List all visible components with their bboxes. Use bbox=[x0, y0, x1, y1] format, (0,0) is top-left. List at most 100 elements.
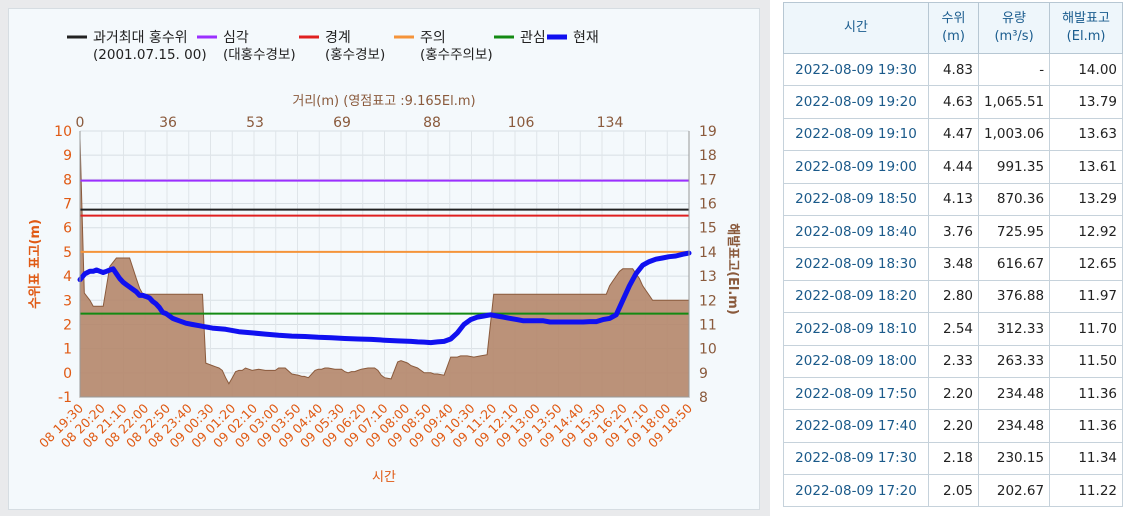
left-tick-label: 3 bbox=[63, 293, 72, 309]
chart-area: -1 0 1 2 3 4 5 6 7 8 9 10 8 9 10 11 12 13 14 15 16 17 18 19 0 36 5… bbox=[8, 8, 760, 510]
cell-time: 2022-08-09 17:30 bbox=[783, 441, 929, 476]
cell-water-level: 4.13 bbox=[928, 182, 979, 216]
header-label: 해발표고 bbox=[1062, 11, 1110, 26]
cell-elevation: 12.92 bbox=[1049, 214, 1123, 249]
cell-elevation: 11.50 bbox=[1049, 344, 1123, 378]
header-unit: (m) bbox=[942, 29, 965, 44]
top-tick-label: 36 bbox=[159, 115, 177, 131]
header-label: 유량 bbox=[1002, 11, 1027, 26]
cell-elevation: 12.65 bbox=[1049, 247, 1123, 281]
table-row: 2022-08-09 17:20 2.05 202.67 11.22 bbox=[783, 474, 1123, 508]
cell-water-level: 2.54 bbox=[928, 312, 979, 346]
cell-elevation: 11.34 bbox=[1049, 441, 1123, 476]
right-tick-label: 19 bbox=[699, 124, 717, 140]
cell-time: 2022-08-09 18:50 bbox=[783, 182, 929, 216]
right-tick-label: 14 bbox=[699, 245, 717, 261]
cell-flow: 234.48 bbox=[977, 376, 1051, 411]
cell-flow: 202.67 bbox=[977, 474, 1051, 508]
right-tick-label: 12 bbox=[699, 293, 717, 309]
cell-flow: 870.36 bbox=[977, 182, 1051, 216]
top-tick-label: 134 bbox=[597, 115, 624, 131]
legend-sublabel: (2001.07.15. 00) bbox=[93, 47, 207, 63]
cell-elevation: 13.63 bbox=[1049, 117, 1123, 152]
cell-water-level: 3.76 bbox=[928, 214, 979, 249]
table-row: 2022-08-09 17:50 2.20 234.48 11.36 bbox=[783, 376, 1123, 411]
legend-sublabel: (홍수주의보) bbox=[420, 47, 493, 63]
legend-label: 현재 bbox=[573, 30, 599, 46]
cell-flow: 725.95 bbox=[977, 214, 1051, 249]
cell-elevation: 13.61 bbox=[1049, 150, 1123, 184]
cell-time: 2022-08-09 18:40 bbox=[783, 214, 929, 249]
header-unit: (m³/s) bbox=[994, 29, 1034, 44]
cell-water-level: 4.63 bbox=[928, 85, 979, 119]
cell-flow: 230.15 bbox=[977, 441, 1051, 476]
table-row: 2022-08-09 17:30 2.18 230.15 11.34 bbox=[783, 441, 1123, 476]
cell-time: 2022-08-09 19:20 bbox=[783, 85, 929, 119]
legend-sublabel: (대홍수경보) bbox=[223, 47, 296, 63]
cell-elevation: 11.70 bbox=[1049, 312, 1123, 346]
cell-water-level: 4.44 bbox=[928, 150, 979, 184]
data-table-panel: 시간 수위 (m) 유량 (m³/s) 해발표고 (El.m) 2022-08-09 … bbox=[783, 0, 1143, 516]
header-unit: (El.m) bbox=[1066, 29, 1106, 44]
cell-elevation: 11.97 bbox=[1049, 279, 1123, 314]
cell-elevation: 13.29 bbox=[1049, 182, 1123, 216]
legend-label: 관심 bbox=[520, 30, 546, 46]
header-label: 수위 bbox=[941, 11, 966, 26]
header-time-label: 시간 bbox=[844, 20, 868, 35]
cell-time: 2022-08-09 17:40 bbox=[783, 409, 929, 443]
table-row: 2022-08-09 18:50 4.13 870.36 13.29 bbox=[783, 182, 1123, 216]
left-tick-label: 1 bbox=[63, 342, 72, 358]
table-row: 2022-08-09 18:00 2.33 263.33 11.50 bbox=[783, 344, 1123, 378]
cell-elevation: 11.36 bbox=[1049, 409, 1123, 443]
right-tick-label: 10 bbox=[699, 342, 717, 358]
cell-time: 2022-08-09 18:20 bbox=[783, 279, 929, 314]
cell-time: 2022-08-09 19:30 bbox=[783, 52, 929, 87]
cell-flow: 263.33 bbox=[977, 344, 1051, 378]
cell-flow: 1,003.06 bbox=[977, 117, 1051, 152]
cell-water-level: 4.83 bbox=[928, 52, 979, 87]
top-tick-label: 0 bbox=[76, 115, 85, 131]
right-tick-label: 17 bbox=[699, 172, 717, 188]
table-row: 2022-08-09 18:20 2.80 376.88 11.97 bbox=[783, 279, 1123, 314]
cell-time: 2022-08-09 18:00 bbox=[783, 344, 929, 378]
cell-water-level: 3.48 bbox=[928, 247, 979, 281]
table-row: 2022-08-09 18:10 2.54 312.33 11.70 bbox=[783, 312, 1123, 346]
legend-label: 경계 bbox=[325, 30, 351, 46]
cell-water-level: 2.05 bbox=[928, 474, 979, 508]
right-tick-label: 18 bbox=[699, 148, 717, 164]
left-tick-label: 10 bbox=[54, 124, 72, 140]
right-tick-label: 9 bbox=[699, 366, 708, 382]
top-tick-label: 53 bbox=[246, 115, 264, 131]
chart-panel: -1 0 1 2 3 4 5 6 7 8 9 10 8 9 10 11 12 13 14 15 16 17 18 19 0 36 5… bbox=[0, 0, 770, 516]
cell-time: 2022-08-09 19:00 bbox=[783, 150, 929, 184]
riverbed-profile bbox=[79, 138, 690, 398]
cell-time: 2022-08-09 19:10 bbox=[783, 117, 929, 152]
right-tick-label: 13 bbox=[699, 269, 717, 285]
right-tick-label: 16 bbox=[699, 197, 717, 213]
cell-elevation: 13.79 bbox=[1049, 85, 1123, 119]
left-tick-label: 7 bbox=[63, 197, 72, 213]
x-axis-title: 시간 bbox=[372, 470, 396, 485]
legend-label: 주의 bbox=[420, 30, 446, 46]
water-level-table: 시간 수위 (m) 유량 (m³/s) 해발표고 (El.m) 2022-08-09 … bbox=[783, 2, 1123, 508]
current-water-level-line bbox=[77, 250, 692, 346]
cell-elevation: 11.36 bbox=[1049, 376, 1123, 411]
right-axis-title: 해발표고(El.m) bbox=[725, 223, 741, 315]
right-tick-label: 8 bbox=[699, 390, 708, 406]
cell-water-level: 2.80 bbox=[928, 279, 979, 314]
table-header-row: 시간 수위 (m) 유량 (m³/s) 해발표고 (El.m) bbox=[783, 2, 1123, 54]
cell-time: 2022-08-09 17:50 bbox=[783, 376, 929, 411]
top-tick-label: 88 bbox=[423, 115, 441, 131]
legend-sublabel: (홍수경보) bbox=[325, 47, 385, 63]
legend-label: 심각 bbox=[223, 30, 249, 46]
header-time: 시간 bbox=[783, 2, 929, 54]
top-tick-label: 106 bbox=[508, 115, 535, 131]
cell-water-level: 2.33 bbox=[928, 344, 979, 378]
right-tick-label: 11 bbox=[699, 317, 717, 333]
cell-time: 2022-08-09 18:10 bbox=[783, 312, 929, 346]
header-water-level: 수위 (m) bbox=[928, 2, 979, 54]
right-tick-label: 15 bbox=[699, 221, 717, 237]
cell-flow: 991.35 bbox=[977, 150, 1051, 184]
left-tick-label: 2 bbox=[63, 317, 72, 333]
